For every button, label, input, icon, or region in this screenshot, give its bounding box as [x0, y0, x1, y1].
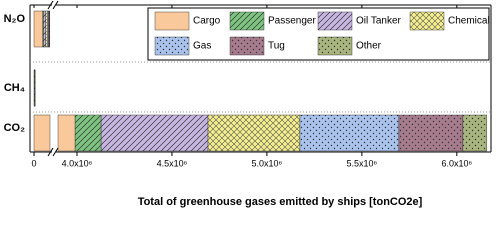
bar-segment — [43, 10, 46, 48]
frame — [29, 0, 492, 157]
bar-segment — [45, 10, 48, 48]
x-tick-label: 4.5x10⁶ — [157, 158, 188, 168]
plot — [33, 10, 488, 152]
legend-swatch — [229, 36, 265, 56]
x-tick-label: 4.0x10⁶ — [62, 158, 93, 168]
legend-label: Tug — [268, 41, 285, 52]
legend-swatch — [229, 11, 265, 31]
bar-segment — [34, 69, 36, 107]
legend-swatch — [409, 11, 445, 31]
bar-segment — [398, 114, 464, 152]
legend-label: Other — [356, 41, 382, 52]
bar-segment — [33, 114, 51, 152]
bar-segment — [57, 114, 76, 152]
legend-swatch — [154, 36, 190, 56]
axis-break — [52, 147, 59, 157]
x-axis-title: Total of greenhouse gases emitted by shi… — [138, 196, 423, 208]
legend-swatch — [317, 36, 353, 56]
legend-swatch — [317, 11, 353, 31]
bar-segment — [100, 114, 209, 152]
axis-break — [47, 147, 54, 157]
legend-label: Gas — [193, 41, 211, 52]
legend-label: Oil Tanker — [356, 16, 402, 27]
legend-label: Cargo — [193, 16, 221, 27]
bar-segment — [33, 10, 44, 48]
x-tick-label: 6.0x10⁶ — [441, 158, 472, 168]
x-tick-label: 5.0x10⁶ — [252, 158, 283, 168]
y-tick-label: CO₂ — [4, 122, 26, 134]
legend-swatch — [154, 11, 190, 31]
bar-segment — [207, 114, 301, 152]
x-tick-label: 0 — [31, 158, 36, 168]
row-separators — [30, 61, 491, 113]
bar-segment — [74, 114, 102, 152]
axis-break — [52, 0, 59, 10]
bar-segment — [49, 10, 51, 48]
legend-label: Passenger — [268, 16, 316, 27]
x-tick-label: 5.5x10⁶ — [346, 158, 377, 168]
bar-segment — [299, 114, 400, 152]
y-tick-label: N₂O — [4, 13, 26, 25]
legend-label: Chemical — [448, 16, 490, 27]
axis-break — [47, 0, 54, 10]
y-tick-label: CH₄ — [4, 82, 25, 94]
bar-segment — [462, 114, 488, 152]
chart: Total of greenhouse gases emitted by shi… — [4, 0, 492, 208]
